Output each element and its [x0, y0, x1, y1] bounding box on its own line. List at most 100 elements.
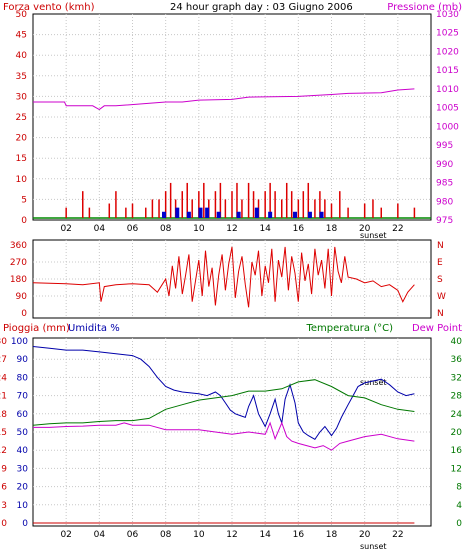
humidity-panel-x-tick-label: 18: [326, 530, 338, 540]
direction-tick-label: 90: [16, 292, 28, 302]
wind-direction-line: [32, 246, 415, 308]
wind-panel-x-tick-label: 20: [359, 224, 371, 234]
pressure-tick-label: 1010: [436, 85, 459, 95]
humidity-panel-x-tick-label: 14: [259, 530, 271, 540]
pressure-tick-label: 985: [436, 179, 453, 189]
wind-speed-axis-title: Forza vento (kmh): [3, 2, 95, 13]
dewpoint-axis-title: Dew Point: [412, 323, 462, 334]
rain-tick-label: 15: [0, 428, 7, 438]
rain-tick-label: 6: [1, 483, 7, 493]
pressure-tick-label: 1025: [436, 29, 459, 39]
rain-tick-label: 30: [0, 337, 7, 347]
humidity-tick-label: 50: [17, 428, 29, 438]
temperature-line: [32, 379, 415, 426]
rain-tick-label: 12: [0, 446, 7, 456]
pressure-tick-label: 1000: [436, 122, 459, 132]
wind-speed-tick-label: 35: [16, 72, 27, 82]
direction-tick-label: 360: [10, 241, 27, 251]
humidity-tick-label: 100: [11, 337, 28, 347]
pressure-tick-label: 1030: [436, 10, 459, 20]
direction-tick-label: 0: [21, 309, 27, 319]
temperature-axis-title: Temperatura (°C): [305, 323, 393, 334]
humidity-tick-label: 90: [17, 355, 29, 365]
rain-tick-label: 3: [1, 501, 7, 511]
wind-gust-bar: [236, 211, 241, 218]
marks-layer: [32, 88, 431, 524]
wind-speed-tick-label: 20: [16, 134, 28, 144]
rain-tick-label: 24: [0, 373, 7, 383]
humidity-tick-label: 0: [22, 519, 28, 529]
wind-panel-x-tick-label: 02: [60, 224, 71, 234]
rain-tick-label: 27: [0, 355, 7, 365]
wind-speed-tick-label: 5: [21, 195, 27, 205]
humidity-panel-x-tick-label: 20: [359, 530, 371, 540]
compass-label: S: [437, 275, 443, 285]
wind-gust-bar: [175, 207, 180, 218]
humidity-tick-label: 80: [17, 373, 29, 383]
tick-labels-layer: 02 04 06 08 10 12 14 16 18 20 22051015202530354045…: [0, 10, 462, 540]
humidity-tick-label: 30: [17, 464, 29, 474]
wind-gust-bar: [205, 207, 210, 218]
humidity-tick-label: 20: [17, 483, 29, 493]
wind-speed-tick-label: 25: [16, 113, 27, 123]
temperature-tick-label: 4: [456, 501, 462, 511]
humidity-tick-label: 60: [17, 410, 29, 420]
temperature-tick-label: 12: [451, 464, 462, 474]
wind-panel-x-tick-label: 16: [293, 224, 305, 234]
humidity-line: [32, 346, 415, 440]
pressure-axis-title: Pressione (mb): [387, 2, 462, 13]
wind-gust-bar: [162, 211, 167, 218]
temperature-tick-label: 32: [451, 373, 462, 383]
rain-tick-label: 0: [1, 519, 7, 529]
wind-speed-tick-label: 45: [16, 31, 27, 41]
temperature-tick-label: 28: [451, 392, 463, 402]
temperature-tick-label: 20: [451, 428, 463, 438]
temperature-tick-label: 40: [451, 337, 463, 347]
humidity-panel-x-tick-label: 16: [293, 530, 305, 540]
humidity-panel-x-tick-label: 10: [193, 530, 205, 540]
humidity-panel-x-tick-label: 02: [60, 530, 71, 540]
chart-title: 24 hour graph day : 03 Giugno 2006: [170, 2, 353, 13]
temperature-tick-label: 24: [451, 410, 463, 420]
humidity-tick-label: 10: [17, 501, 29, 511]
wind-speed-tick-label: 15: [16, 154, 27, 164]
pressure-tick-label: 980: [436, 197, 453, 207]
humidity-panel-x-tick-label: 08: [160, 530, 172, 540]
humidity-tick-label: 70: [17, 392, 29, 402]
wind-speed-tick-label: 10: [16, 175, 28, 185]
wind-gust-bar: [198, 207, 203, 218]
temperature-tick-label: 8: [456, 483, 462, 493]
wind-speed-tick-label: 30: [16, 92, 28, 102]
sunset-label-top: sunset: [360, 231, 387, 240]
wind-panel-x-tick-label: 10: [193, 224, 205, 234]
wind-gust-bar: [254, 207, 259, 218]
wind-speed-tick-label: 50: [16, 10, 28, 20]
compass-label: W: [437, 292, 446, 302]
pressure-line: [33, 88, 415, 111]
temperature-tick-label: 16: [451, 446, 463, 456]
wind-panel-x-tick-label: 22: [392, 224, 403, 234]
rain-tick-label: 18: [0, 410, 7, 420]
wind-panel-x-tick-label: 06: [127, 224, 139, 234]
sunset-label-middle: sunset: [360, 378, 387, 387]
pressure-tick-label: 975: [436, 216, 453, 226]
wind-panel-x-tick-label: 08: [160, 224, 172, 234]
compass-label: N: [437, 241, 444, 251]
wind-panel-x-tick-label: 04: [94, 224, 106, 234]
wind-panel-x-tick-label: 18: [326, 224, 338, 234]
temperature-tick-label: 36: [451, 355, 463, 365]
pressure-tick-label: 1015: [436, 66, 459, 76]
sunset-label-bottom: sunset: [360, 542, 387, 551]
pressure-tick-label: 995: [436, 141, 453, 151]
rain-tick-label: 9: [1, 464, 7, 474]
wind-panel-x-tick-label: 14: [259, 224, 271, 234]
wind-gust-bar: [307, 211, 312, 218]
humidity-panel-x-tick-label: 04: [94, 530, 106, 540]
humidity-tick-label: 40: [17, 446, 29, 456]
humidity-panel-x-tick-label: 06: [127, 530, 139, 540]
pressure-tick-label: 1020: [436, 47, 459, 57]
wind-gust-bar: [293, 211, 298, 218]
wind-panel-x-tick-label: 12: [226, 224, 237, 234]
direction-tick-label: 270: [10, 258, 27, 268]
